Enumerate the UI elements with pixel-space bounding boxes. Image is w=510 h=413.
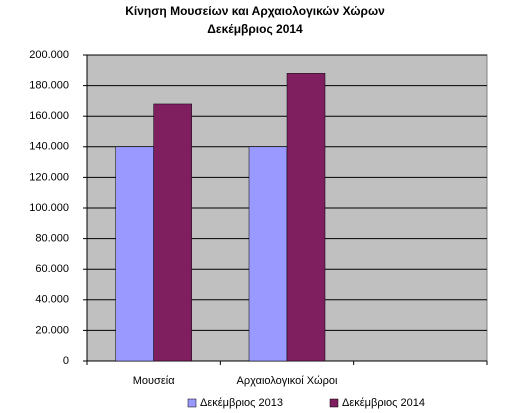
y-tick-label: 80.000 [35,233,69,245]
bar [153,103,192,362]
chart-title: Κίνηση Μουσείων και Αρχαιολογικών Χώρων [125,4,385,18]
legend-swatch [329,398,339,408]
y-tick-label: 40.000 [35,294,69,306]
legend-label: Δεκέμβριος 2013 [200,397,283,409]
x-tick-label: Μουσεία [133,375,175,387]
chart-subtitle: Δεκέμβριος 2014 [207,22,303,36]
y-tick-label: 120.000 [29,171,69,183]
bar [115,146,154,362]
y-tick-label: 60.000 [35,263,69,275]
legend-swatch [187,398,197,408]
y-tick-label: 180.000 [29,80,69,92]
y-tick-label: 100.000 [29,202,69,214]
bar [286,73,326,362]
bar [248,146,288,362]
x-tick-label: Αρχαιολογικοί Χώροι [237,375,338,387]
y-tick-label: 140.000 [29,141,69,153]
y-tick-label: 20.000 [35,324,69,336]
legend-label: Δεκέμβριος 2014 [342,397,425,409]
y-tick-label: 0 [63,355,69,367]
y-tick-label: 200.000 [29,49,69,61]
y-tick-label: 160.000 [29,110,69,122]
